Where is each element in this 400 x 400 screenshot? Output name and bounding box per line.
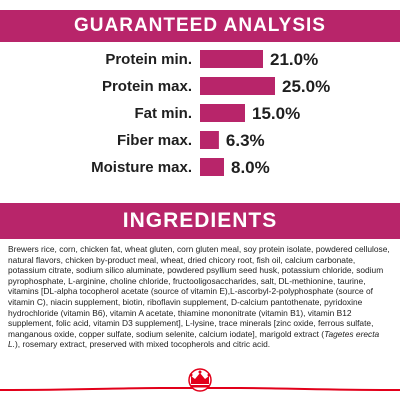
ingredients-text-end: ), rosemary extract, preserved with mixe… [15, 339, 271, 350]
bar-value-label: 21.0% [270, 50, 318, 69]
ingredients-text-species: Tagetes erecta L. [8, 328, 380, 350]
bar-value-label: 25.0% [282, 77, 330, 96]
bar-value-label: 8.0% [231, 158, 270, 177]
category-label: Moisture max. [91, 159, 192, 176]
brand-footer [0, 368, 400, 392]
ingredients-text: Brewers rice, corn, chicken fat, wheat g… [8, 244, 392, 350]
guaranteed-analysis-header: GUARANTEED ANALYSIS [0, 10, 400, 42]
category-label: Protein min. [105, 51, 192, 68]
guaranteed-analysis-chart: Protein min. 21.0% Protein max. 25.0% Fat mi… [91, 50, 330, 177]
bar [200, 77, 275, 95]
bar [200, 158, 224, 176]
ingredients-header: INGREDIENTS [0, 203, 400, 239]
category-label: Fiber max. [117, 132, 192, 149]
category-label: Protein max. [102, 78, 192, 95]
ingredients-text-main: Brewers rice, corn, chicken fat, wheat g… [8, 244, 390, 339]
bar [200, 50, 263, 68]
category-label: Fat min. [134, 105, 192, 122]
bar [200, 131, 219, 149]
bar-value-label: 6.3% [226, 131, 265, 150]
bar-value-label: 15.0% [252, 104, 300, 123]
bar [200, 104, 245, 122]
royal-crown-icon [188, 368, 212, 392]
